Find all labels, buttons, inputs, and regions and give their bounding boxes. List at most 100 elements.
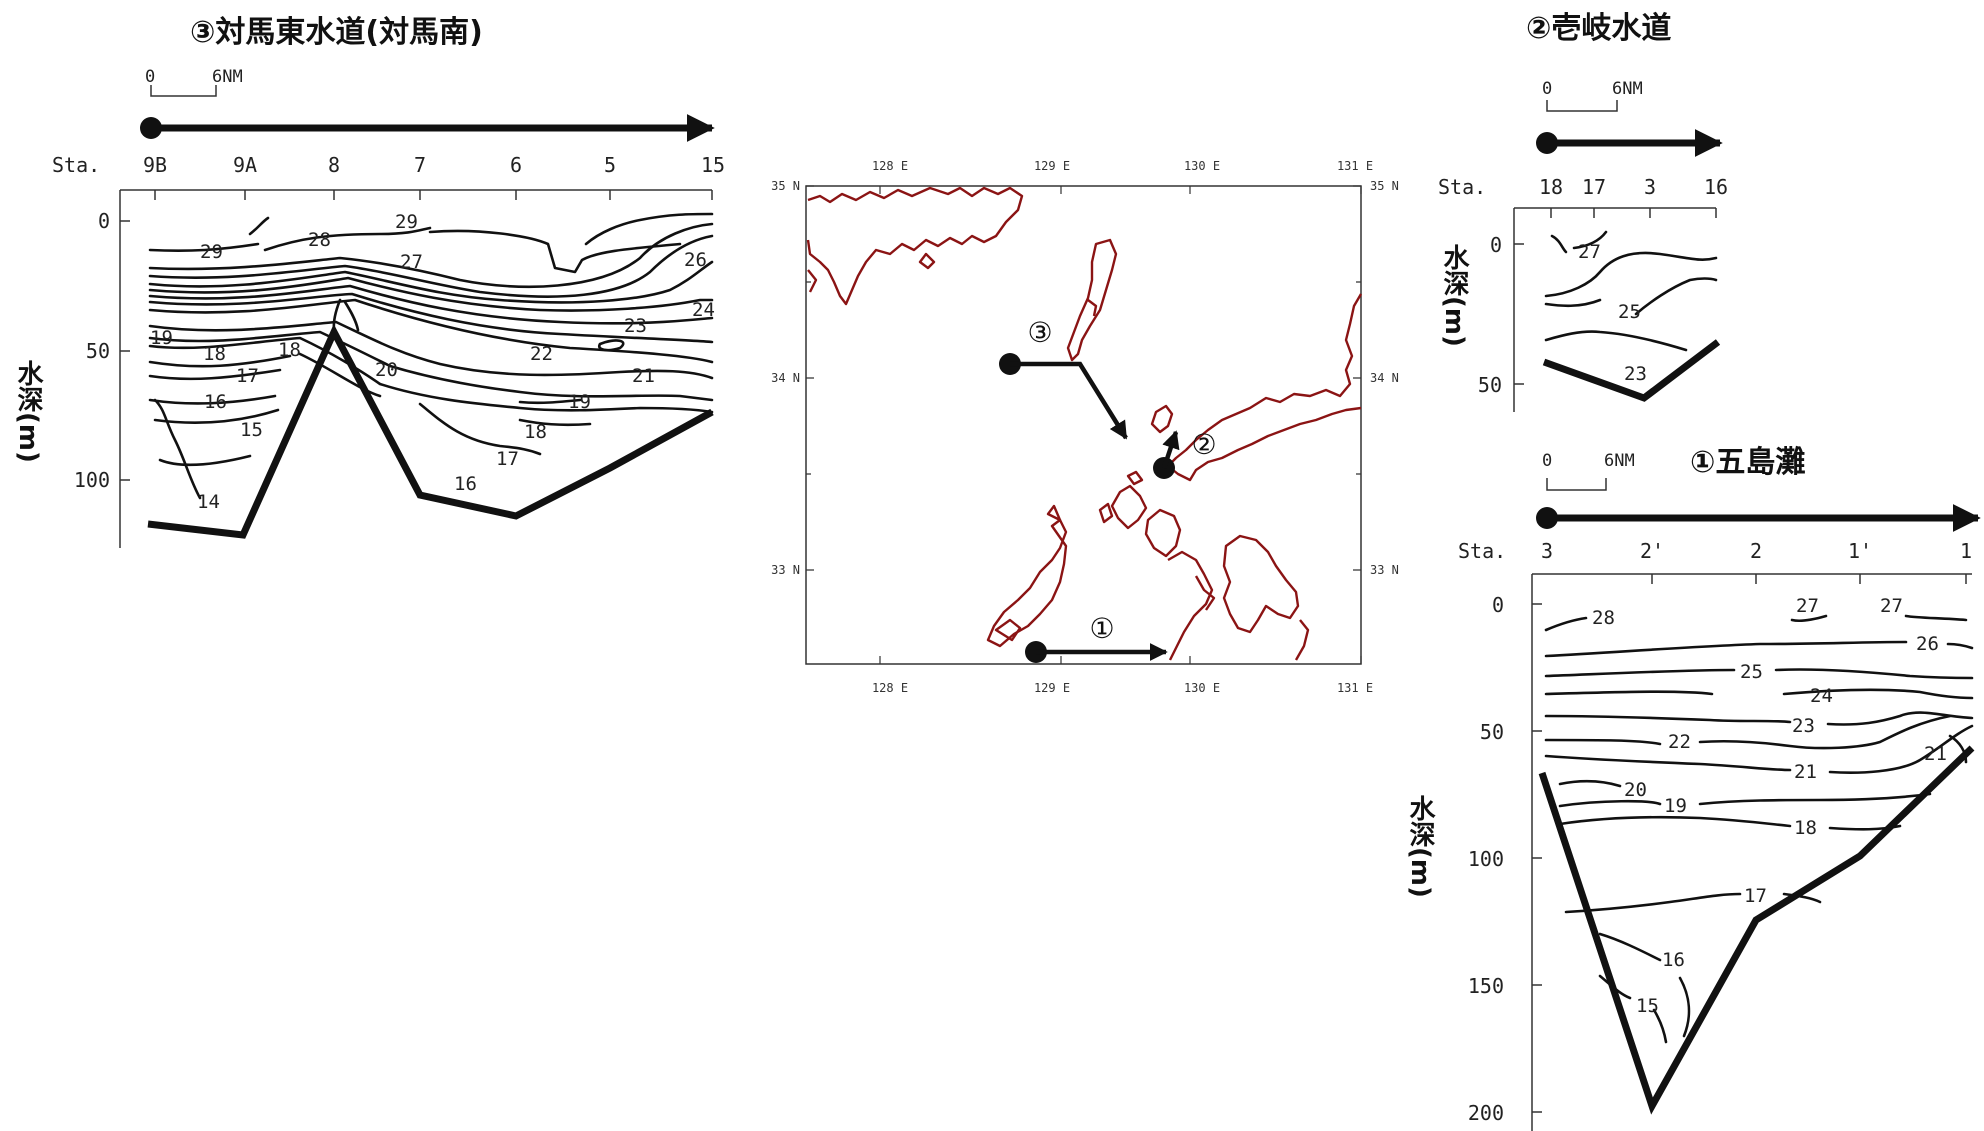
depth-tick-50: 50 <box>1480 720 1504 744</box>
goto-isotherms <box>1544 614 1974 1044</box>
sta-label: Sta. <box>52 153 100 177</box>
goto-contour-labels: 28 27 27 26 25 24 23 22 21 21 20 19 18 1… <box>1592 595 1947 1017</box>
iki-section-panel: ②壱岐水道 0 6NM Sta. 18 17 3 16 0 50 水深(m) <box>1438 11 1728 412</box>
contour-label: 24 <box>692 299 715 321</box>
contour-label: 29 <box>395 211 418 233</box>
contour-label: 27 <box>1796 595 1819 617</box>
contour-label: 17 <box>236 365 259 387</box>
goto-title: ①五島灘 <box>1690 445 1805 480</box>
contour-label: 25 <box>1740 661 1763 683</box>
scale-label-6nm: 6NM <box>1612 79 1643 99</box>
lon-label: 128 E <box>872 159 908 173</box>
station-label-2-prime: 2' <box>1640 539 1664 563</box>
station-label-17: 17 <box>1582 175 1606 199</box>
contour-label: 27 <box>1578 241 1601 263</box>
iki-isotherms <box>1544 230 1718 352</box>
map-transect-2: ② <box>1153 428 1217 479</box>
contour-label: 27 <box>400 251 423 273</box>
lat-label: 33 N <box>1370 563 1399 577</box>
iki-ylabel: 水深(m) <box>1439 244 1469 347</box>
station-label-8: 8 <box>328 153 340 177</box>
contour-label: 21 <box>632 365 655 387</box>
lat-label: 35 N <box>1370 179 1399 193</box>
location-map: 128 E 129 E 130 E 131 E 128 E 129 E 130 … <box>771 159 1399 695</box>
contour-label: 26 <box>684 249 707 271</box>
contour-label: 17 <box>496 448 519 470</box>
contour-label: 19 <box>150 327 173 349</box>
contour-label: 29 <box>200 241 223 263</box>
map-marker-3: ③ <box>1027 316 1052 349</box>
depth-tick-0: 0 <box>98 209 110 233</box>
tsushima-ylabel: 水深(m) <box>13 360 43 463</box>
coastlines <box>806 186 1363 661</box>
contour-label: 28 <box>308 229 331 251</box>
depth-tick-0: 0 <box>1492 593 1504 617</box>
contour-label: 18 <box>524 421 547 443</box>
contour-label: 20 <box>1624 779 1647 801</box>
contour-label: 16 <box>454 473 477 495</box>
lon-label: 128 E <box>872 681 908 695</box>
depth-tick-50: 50 <box>86 339 110 363</box>
scale-label-zero: 0 <box>1542 451 1552 471</box>
station-label-9A: 9A <box>233 153 257 177</box>
station-label-1-prime: 1' <box>1848 539 1872 563</box>
scale-label-6nm: 6NM <box>1604 451 1635 471</box>
map-transect-3: ③ <box>999 316 1128 440</box>
tsushima-transect-arrow <box>140 114 715 142</box>
lon-label: 129 E <box>1034 681 1070 695</box>
map-marker-2: ② <box>1191 428 1216 461</box>
contour-label: 16 <box>204 391 227 413</box>
map-frame <box>805 185 1362 665</box>
tsushima-axes <box>119 189 713 548</box>
goto-section-panel: ①五島灘 0 6NM Sta. 3 2' 2 1' 1 0 50 100 150… <box>1405 445 1981 1131</box>
contour-label: 22 <box>1668 731 1691 753</box>
iki-transect-arrow <box>1536 129 1723 157</box>
contour-label: 14 <box>197 491 220 513</box>
contour-label: 20 <box>375 359 398 381</box>
contour-label: 18 <box>203 343 226 365</box>
tsushima-contour-labels: 29 28 29 27 26 24 23 19 18 18 22 17 20 2… <box>150 211 715 513</box>
station-label-2: 2 <box>1750 539 1762 563</box>
iki-scale-bar: 0 6NM <box>1542 79 1643 112</box>
contour-label: 15 <box>240 419 263 441</box>
contour-label: 22 <box>530 343 553 365</box>
contour-label: 23 <box>1792 715 1815 737</box>
tsushima-title: ③対馬東水道(対馬南) <box>190 15 483 50</box>
station-label-18: 18 <box>1539 175 1563 199</box>
lon-label: 129 E <box>1034 159 1070 173</box>
iki-contour-labels: 27 25 23 <box>1578 241 1647 385</box>
lat-label: 34 N <box>1370 371 1399 385</box>
contour-label: 21 <box>1794 761 1817 783</box>
lat-label: 33 N <box>771 563 800 577</box>
map-transect-1: ① <box>1025 612 1168 663</box>
goto-scale-bar: 0 6NM <box>1542 451 1635 491</box>
station-label-1: 1 <box>1960 539 1972 563</box>
tsushima-seafloor <box>147 324 714 539</box>
iki-axes <box>1513 207 1717 412</box>
contour-label: 26 <box>1916 633 1939 655</box>
goto-seafloor <box>1538 745 1975 1115</box>
goto-transect-arrow <box>1536 504 1981 532</box>
contour-label: 25 <box>1618 301 1641 323</box>
station-label-7: 7 <box>414 153 426 177</box>
goto-ylabel: 水深(m) <box>1405 795 1435 898</box>
scale-label-zero: 0 <box>1542 79 1552 99</box>
iki-title: ②壱岐水道 <box>1526 11 1671 46</box>
scale-label-zero: 0 <box>145 67 155 87</box>
contour-label: 24 <box>1810 685 1833 707</box>
contour-label: 19 <box>568 391 591 413</box>
lon-label: 131 E <box>1337 681 1373 695</box>
sta-label: Sta. <box>1458 539 1506 563</box>
contour-label: 27 <box>1880 595 1903 617</box>
contour-label: 23 <box>624 315 647 337</box>
contour-label: 16 <box>1662 949 1685 971</box>
lon-label: 130 E <box>1184 681 1220 695</box>
contour-label: 19 <box>1664 795 1687 817</box>
lon-label: 131 E <box>1337 159 1373 173</box>
depth-tick-0: 0 <box>1490 233 1502 257</box>
station-label-6: 6 <box>510 153 522 177</box>
contour-label: 21 <box>1924 743 1947 765</box>
contour-label: 18 <box>278 339 301 361</box>
contour-label: 17 <box>1744 885 1767 907</box>
lat-label: 34 N <box>771 371 800 385</box>
